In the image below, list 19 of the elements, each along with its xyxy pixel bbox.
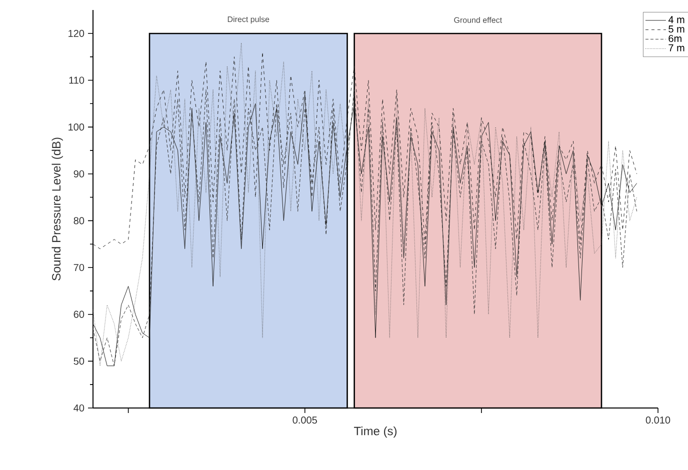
y-tick-label: 60 — [74, 310, 84, 318]
y-tick-label: 90 — [74, 170, 84, 178]
band-label: Direct pulse — [228, 16, 270, 24]
x-axis-title: Time (s) — [354, 426, 397, 438]
y-axis-title: Sound Pressure Level (dB) — [52, 138, 63, 280]
band-label: Ground effect — [454, 17, 502, 23]
y-tick-label: 110 — [69, 76, 84, 84]
x-tick-label: 0.010 — [646, 416, 670, 424]
y-tick-label: 70 — [74, 264, 84, 272]
legend-label: 7 m — [668, 44, 684, 52]
legend-label: 6m — [668, 34, 682, 42]
y-tick-label: 40 — [74, 404, 84, 412]
y-tick-label: 50 — [74, 358, 84, 365]
x-tick-label: 0.005 — [292, 416, 317, 424]
legend-label: 5 m — [668, 26, 684, 33]
legend-label: 4 m — [668, 16, 684, 24]
y-tick-label: 80 — [74, 217, 84, 224]
y-tick-label: 120 — [68, 30, 84, 37]
y-tick-label: 100 — [68, 124, 84, 131]
